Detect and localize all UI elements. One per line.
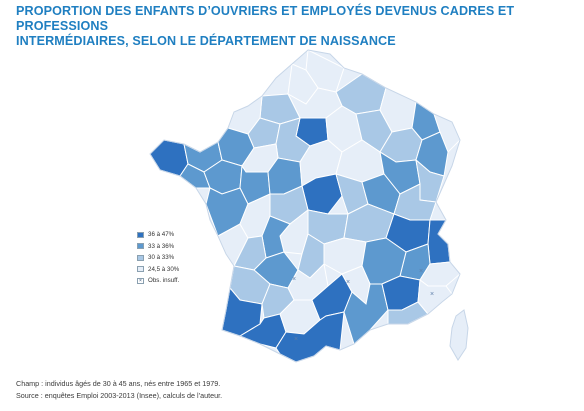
legend-label: Obs. insuff. <box>148 277 180 285</box>
legend-item: 36 à 47% <box>137 229 179 241</box>
title-line-2: INTERMÉDIAIRES, SELON LE DÉPARTEMENT DE … <box>16 34 396 48</box>
legend-swatch <box>137 243 144 250</box>
france-departments-map: × × × × × <box>149 49 469 363</box>
legend-label: 30 à 33% <box>148 254 175 262</box>
department-regions <box>150 50 460 362</box>
map-legend: 36 à 47% 33 à 36% 30 à 33% 24,5 à 30% × … <box>137 229 179 287</box>
legend-label: 24,5 à 30% <box>148 265 180 273</box>
x-mark-icon: × <box>292 276 296 283</box>
legend-swatch <box>137 254 144 261</box>
legend-item: 33 à 36% <box>137 241 179 253</box>
legend-item: × Obs. insuff. <box>137 275 179 287</box>
insufficient-observation-marks: × × × × × <box>292 268 434 343</box>
champ-note: Champ : individus âgés de 30 à 45 ans, n… <box>16 379 221 388</box>
title-line-1: PROPORTION DES ENFANTS D’OUVRIERS ET EMP… <box>16 4 515 33</box>
map-footer: Champ : individus âgés de 30 à 45 ans, n… <box>16 378 222 402</box>
legend-swatch <box>137 266 144 273</box>
france-outline <box>149 49 461 363</box>
source-note: Source : enquêtes Emploi 2003-2013 (Inse… <box>16 391 223 400</box>
x-mark-icon: × <box>346 279 350 286</box>
x-mark-icon: × <box>294 336 298 343</box>
x-mark-icon: × <box>419 268 423 275</box>
legend-label: 36 à 47% <box>148 231 175 239</box>
map-title: PROPORTION DES ENFANTS D’OUVRIERS ET EMP… <box>16 4 576 49</box>
legend-item: 30 à 33% <box>137 252 179 264</box>
legend-label: 33 à 36% <box>148 242 175 250</box>
legend-item: 24,5 à 30% <box>137 264 179 276</box>
legend-swatch <box>137 231 144 238</box>
x-mark-icon: × <box>137 277 144 284</box>
x-mark-icon: × <box>430 291 434 298</box>
corsica <box>449 309 469 361</box>
